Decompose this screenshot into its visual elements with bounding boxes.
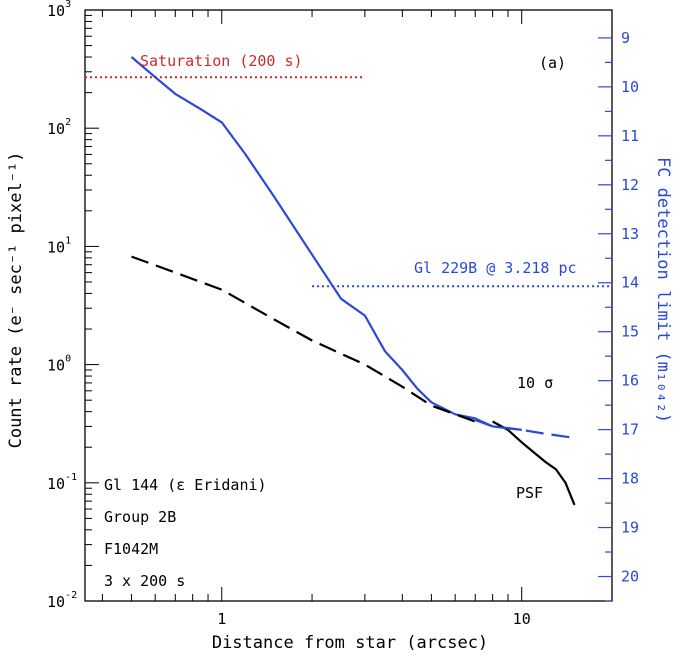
sigma-label: 10 σ — [517, 374, 553, 392]
y-axis-title: Count rate (e⁻ sec⁻¹ pixel⁻¹) — [6, 152, 26, 449]
right-axis-ticks: 9 10 11 12 13 14 15 16 17 18 19 20 — [598, 29, 639, 602]
info-line-target: Gl 144 (ε Eridani) — [104, 476, 267, 494]
series-line-1 — [492, 420, 576, 506]
right-tick-label: 17 — [621, 421, 639, 439]
right-tick-label: 12 — [621, 176, 639, 194]
y-axis-ticks: 10-2 10-1 100 101 102 103 — [47, 0, 99, 611]
y-tick-label: 101 — [47, 235, 71, 256]
right-tick-label: 20 — [621, 568, 639, 586]
gl229b-label: Gl 229B @ 3.218 pc — [414, 259, 577, 277]
psf-label: PSF — [516, 484, 543, 502]
right-tick-label: 16 — [621, 372, 639, 390]
x-axis-title: Distance from star (arcsec) — [212, 633, 488, 653]
series-line-2 — [131, 255, 476, 423]
info-line-exposure: 3 x 200 s — [104, 572, 185, 590]
info-line-group: Group 2B — [104, 508, 176, 526]
x-tick-label: 10 — [513, 610, 531, 628]
panel-label: (a) — [539, 54, 566, 72]
saturation-label: Saturation (200 s) — [140, 52, 303, 70]
right-tick-label: 19 — [621, 519, 639, 537]
series-group — [130, 56, 576, 506]
y-tick-label: 10-1 — [47, 472, 77, 493]
right-tick-label: 9 — [621, 29, 630, 47]
plot-frame — [84, 9, 613, 602]
right-tick-label: 15 — [621, 323, 639, 341]
right-axis-title: FC detection limit (m₁₀₄₂) — [653, 157, 673, 423]
series-line-3 — [474, 418, 575, 439]
x-axis-ticks: 1 10 — [101, 10, 613, 628]
right-tick-label: 13 — [621, 225, 639, 243]
info-line-filter: F1042M — [104, 540, 158, 558]
right-tick-label: 14 — [621, 274, 639, 292]
y-tick-label: 10-2 — [47, 590, 77, 611]
right-tick-label: 18 — [621, 470, 639, 488]
x-tick-label: 1 — [217, 610, 226, 628]
y-tick-label: 102 — [47, 117, 71, 138]
series-line-0 — [130, 56, 522, 431]
right-tick-label: 11 — [621, 127, 639, 145]
right-tick-label: 10 — [621, 78, 639, 96]
y-tick-label: 103 — [47, 0, 71, 20]
y-tick-label: 100 — [47, 354, 71, 375]
